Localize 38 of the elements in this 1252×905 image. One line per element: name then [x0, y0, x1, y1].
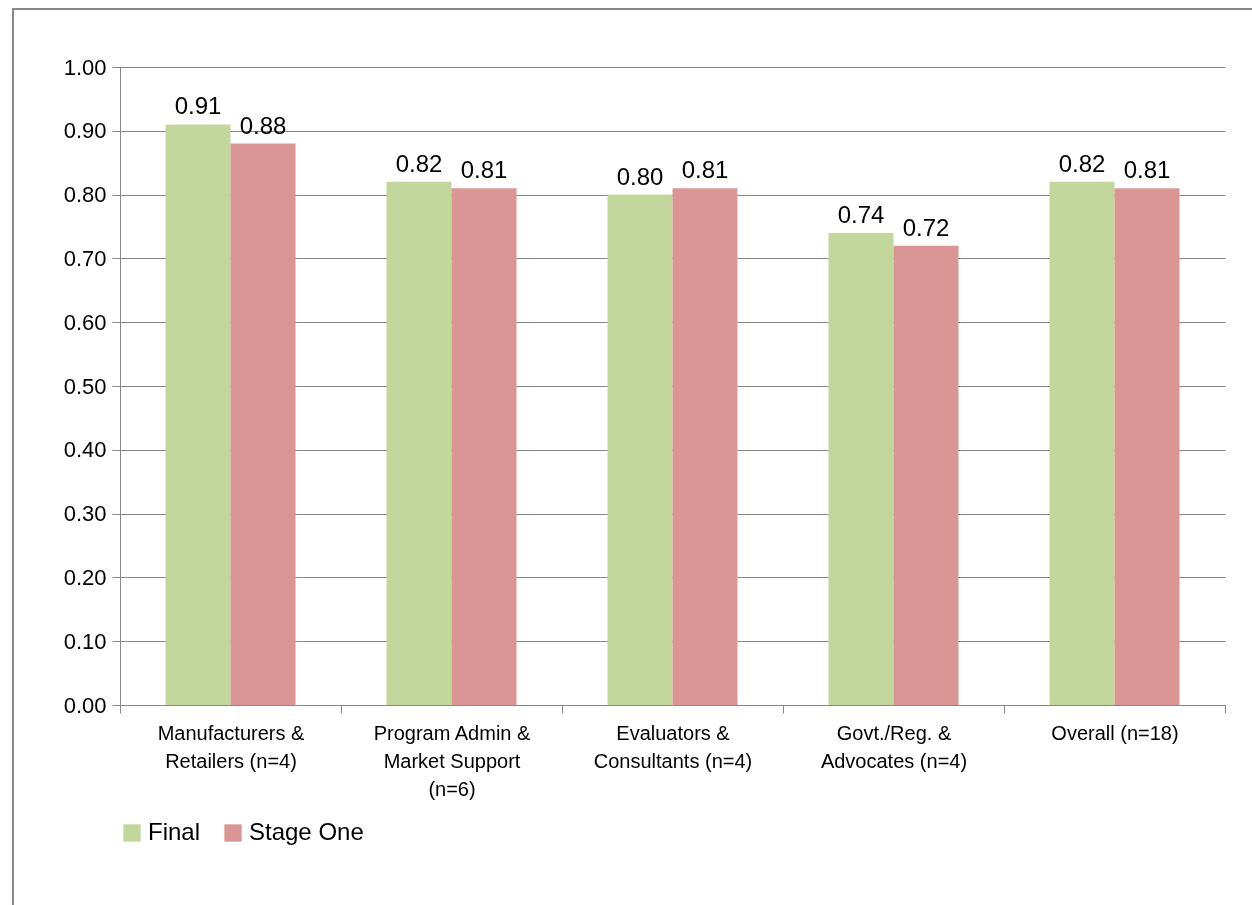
- y-tick-label: 0.60: [63, 309, 107, 335]
- data-label: 0.82: [1058, 149, 1106, 177]
- y-tick-label: 0.10: [63, 628, 107, 654]
- y-tick-label: 0.50: [63, 373, 107, 399]
- y-tick-label: 0.80: [63, 182, 107, 208]
- data-label: 0.81: [681, 156, 729, 184]
- x-tick-label: Govt./Reg. & Advocates (n=4): [820, 721, 968, 772]
- bar: [1049, 181, 1115, 705]
- y-tick-label: 0.00: [63, 692, 107, 718]
- x-tick-label: Overall (n=18): [1051, 721, 1179, 744]
- x-tick-label: Program Admin & Market Support (n=6): [373, 721, 532, 800]
- y-tick-label: 0.40: [63, 437, 107, 463]
- bar: [451, 188, 517, 705]
- x-tick-label: Manufacturers & Retailers (n=4): [157, 721, 306, 772]
- data-label: 0.88: [239, 111, 287, 139]
- y-tick-label: 1.00: [63, 54, 107, 80]
- bar: [893, 245, 959, 705]
- data-label: 0.81: [460, 156, 508, 184]
- data-label: 0.74: [837, 200, 885, 228]
- y-tick-label: 0.30: [63, 501, 107, 527]
- y-tick-label: 0.70: [63, 245, 107, 271]
- bar: [828, 232, 894, 705]
- data-label: 0.80: [616, 162, 664, 190]
- data-label: 0.72: [902, 213, 950, 241]
- legend-label: Stage One: [249, 818, 364, 845]
- y-tick-label: 0.20: [63, 564, 107, 590]
- bar: [1114, 188, 1180, 705]
- bar: [607, 194, 673, 705]
- y-tick-label: 0.90: [63, 118, 107, 144]
- bar: [165, 124, 231, 705]
- bar: [386, 181, 452, 705]
- data-label: 0.81: [1123, 156, 1171, 184]
- legend-label: Final: [148, 818, 201, 845]
- bar: [672, 188, 738, 705]
- data-label: 0.82: [395, 149, 443, 177]
- x-tick-label: Evaluators & Consultants (n=4): [593, 721, 753, 772]
- bar: [230, 143, 296, 705]
- data-label: 0.91: [174, 92, 222, 120]
